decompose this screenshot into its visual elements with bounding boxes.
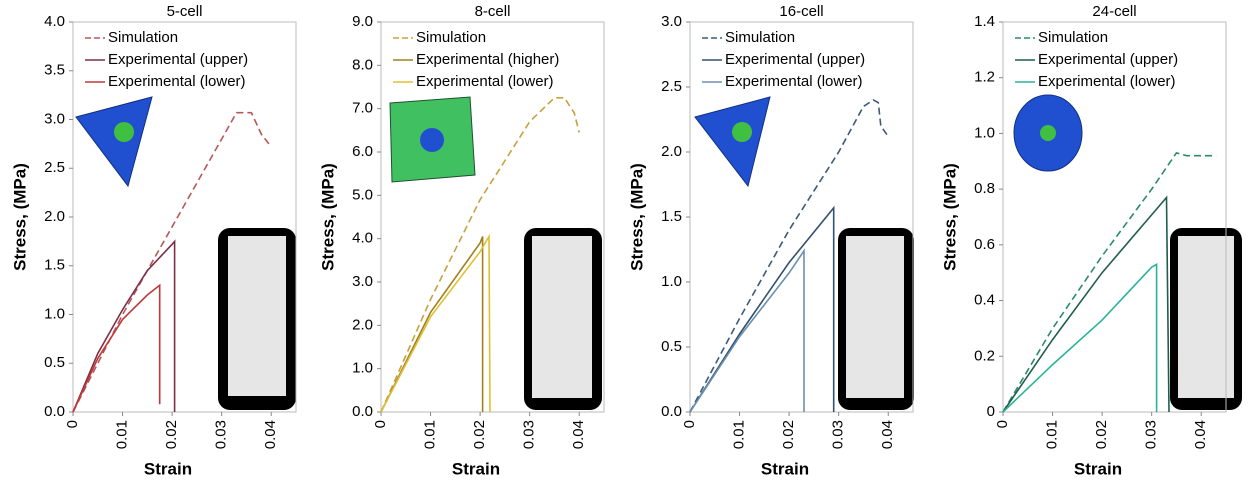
x-axis-title: Strain — [144, 459, 192, 478]
fea-render — [76, 95, 1082, 186]
legend-label: Experimental (lower) — [108, 73, 246, 90]
y-tick-label: 1.4 — [974, 13, 995, 30]
legend-label: Simulation — [416, 29, 486, 46]
y-tick-label: 2.5 — [661, 78, 682, 95]
chart-title: 16-cell — [779, 3, 823, 20]
y-tick-label: 3.5 — [44, 62, 65, 79]
y-tick-label: 0.0 — [661, 403, 682, 420]
legend-label: Simulation — [108, 29, 178, 46]
data-line — [690, 251, 804, 412]
data-line — [381, 237, 490, 413]
chart-title: 5-cell — [167, 3, 203, 20]
legend-label: Experimental (lower) — [416, 73, 554, 90]
y-tick-label: 9.0 — [352, 13, 373, 30]
y-tick-label: 2.0 — [661, 143, 682, 160]
y-tick-label: 1.0 — [352, 360, 373, 377]
y-tick-label: 0.4 — [974, 292, 995, 309]
x-tick-label: 0.03 — [213, 420, 230, 449]
x-tick-label: 0.02 — [780, 420, 797, 449]
x-tick-label: 0.04 — [262, 420, 279, 449]
y-tick-label: 1.5 — [661, 208, 682, 225]
legend-label: Experimental (upper) — [725, 51, 865, 68]
x-tick-label: 0.03 — [830, 420, 847, 449]
x-tick-label: 0.02 — [471, 420, 488, 449]
y-tick-label: 0.0 — [44, 403, 65, 420]
x-tick-label: 0.01 — [1044, 420, 1061, 449]
y-tick-label: 0.5 — [661, 338, 682, 355]
x-axis-title: Strain — [452, 459, 500, 478]
y-tick-label: 7.0 — [352, 100, 373, 117]
y-tick-label: 1.2 — [974, 69, 995, 86]
y-tick-label: 0.5 — [44, 354, 65, 371]
data-line — [690, 208, 834, 412]
y-tick-label: 3.0 — [44, 110, 65, 127]
x-tick-label: 0.02 — [1093, 420, 1110, 449]
x-tick-label: 0.03 — [1143, 420, 1160, 449]
legend-label: Experimental (lower) — [725, 73, 863, 90]
figure: 5-cell 0.0 0.5 1.0 1.5 2.0 2.5 3.0 3.5 4.0 0 0.01 0.… — [0, 0, 1248, 490]
data-line — [381, 237, 483, 413]
y-tick-label: 5.0 — [352, 186, 373, 203]
x-tick-label: 0 — [681, 420, 698, 428]
x-axis-title: Strain — [761, 459, 809, 478]
x-tick-label: 0 — [64, 420, 81, 428]
y-tick-label: 4.0 — [352, 230, 373, 247]
data-line — [1003, 264, 1157, 412]
y-tick-label: 0 — [987, 403, 995, 420]
x-tick-label: 0.01 — [114, 420, 131, 449]
legend-label: Simulation — [725, 29, 795, 46]
x-tick-label: 0 — [372, 420, 389, 428]
y-tick-label: 4.0 — [44, 13, 65, 30]
y-tick-label: 0.2 — [974, 347, 995, 364]
y-tick-label: 3.0 — [352, 273, 373, 290]
y-tick-label: 1.0 — [661, 273, 682, 290]
y-tick-label: 0.8 — [974, 180, 995, 197]
y-tick-label: 2.0 — [44, 208, 65, 225]
y-axis-title: Stress, (MPa) — [10, 163, 29, 271]
chart-title: 8-cell — [475, 3, 511, 20]
x-tick-label: 0.04 — [570, 420, 587, 449]
y-tick-label: 3.0 — [661, 13, 682, 30]
legend-label: Experimental (upper) — [1038, 51, 1178, 68]
y-tick-label: 8.0 — [352, 56, 373, 73]
data-line — [73, 285, 160, 412]
y-tick-label: 6.0 — [352, 143, 373, 160]
chart-title: 24-cell — [1092, 3, 1136, 20]
x-tick-label: 0.04 — [879, 420, 896, 449]
legend-label: Experimental (higher) — [416, 51, 559, 68]
x-tick-label: 0 — [994, 420, 1011, 428]
x-tick-label: 0.03 — [521, 420, 538, 449]
data-line — [1003, 198, 1169, 413]
x-tick-label: 0.04 — [1192, 420, 1209, 449]
x-axis-title: Strain — [1074, 459, 1122, 478]
y-tick-label: 0.0 — [352, 403, 373, 420]
y-tick-label: 0.6 — [974, 236, 995, 253]
legend-label: Experimental (lower) — [1038, 73, 1176, 90]
legend-label: Experimental (upper) — [108, 51, 248, 68]
x-tick-label: 0.01 — [422, 420, 439, 449]
y-axis-title: Stress, (MPa) — [318, 163, 337, 271]
legend-label: Simulation — [1038, 29, 1108, 46]
y-axis-title: Stress, (MPa) — [940, 163, 959, 271]
y-tick-label: 2.5 — [44, 159, 65, 176]
y-tick-label: 2.0 — [352, 316, 373, 333]
y-tick-label: 1.5 — [44, 257, 65, 274]
x-tick-label: 0.01 — [731, 420, 748, 449]
y-tick-label: 1.0 — [974, 124, 995, 141]
y-tick-label: 1.0 — [44, 305, 65, 322]
x-tick-label: 0.02 — [163, 420, 180, 449]
y-axis-title: Stress, (MPa) — [627, 163, 646, 271]
